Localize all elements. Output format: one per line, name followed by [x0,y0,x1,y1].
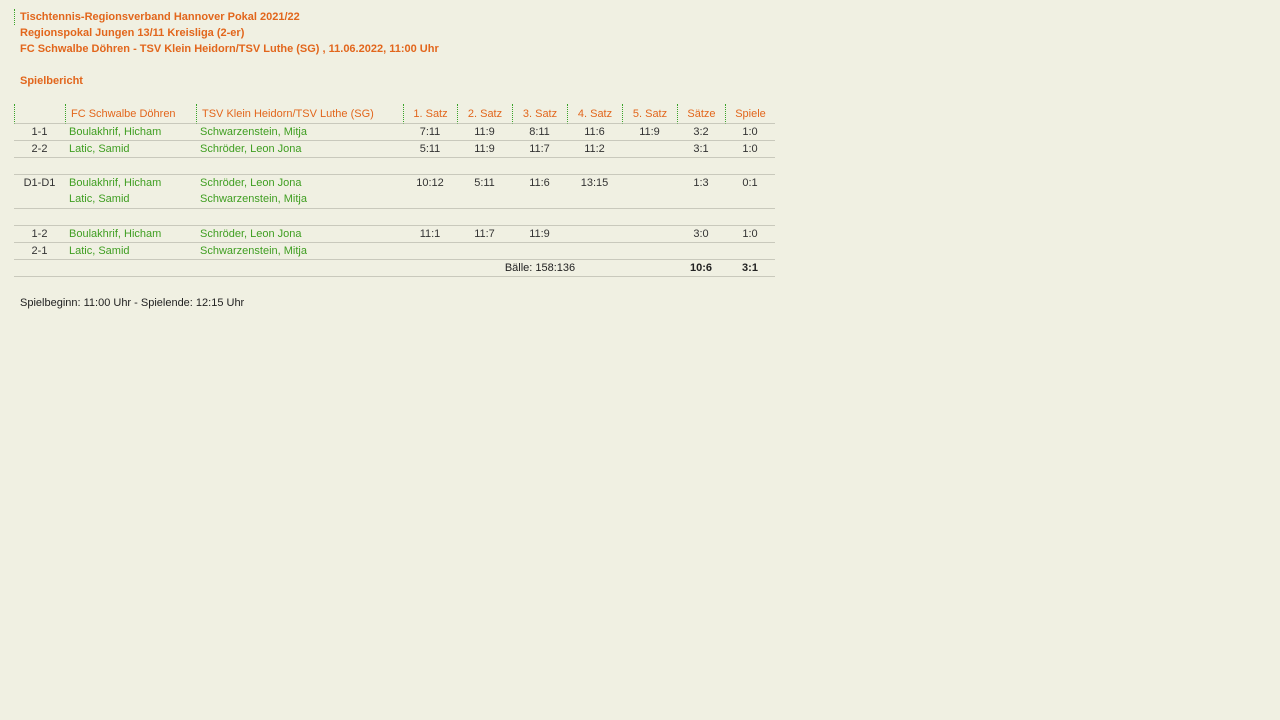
col-header-set1: 1. Satz [403,104,457,124]
set4-score [567,226,622,243]
away-player: Schröder, Leon Jona [196,226,403,243]
col-header-set4: 4. Satz [567,104,622,124]
set2-score: 11:7 [457,226,512,243]
match-number: 1-2 [14,226,65,243]
totals-row: Bälle: 158:136 10:6 3:1 [14,260,775,277]
games-total: 3:1 [725,260,775,277]
spacer-row [14,158,775,175]
match-row-2-1: 2-1 Latic, Samid Schwarzenstein, Mitja [14,243,775,260]
games-result [725,243,775,260]
home-doubles-pair: Boulakhrif, Hicham Latic, Samid [65,175,196,209]
match-number: 2-1 [14,243,65,260]
set1-score: 11:1 [403,226,457,243]
set3-score: 8:11 [512,124,567,141]
set3-score: 11:9 [512,226,567,243]
set1-score: 5:11 [403,141,457,158]
set1-score [403,243,457,260]
sets-result: 3:1 [677,141,725,158]
spacer-cell [14,158,775,175]
spacer-row [14,209,775,226]
col-header-sets: Sätze [677,104,725,124]
set3-score [512,243,567,260]
set4-score: 11:2 [567,141,622,158]
col-header-away-team: TSV Klein Heidorn/TSV Luthe (SG) [196,104,403,124]
competition-title: Tischtennis-Regionsverband Hannover Poka… [14,9,1280,25]
home-player-2: Latic, Samid [69,193,130,205]
games-result: 1:0 [725,124,775,141]
match-report-table: FC Schwalbe Döhren TSV Klein Heidorn/TSV… [14,104,775,277]
match-number: 2-2 [14,141,65,158]
set5-score [622,175,677,209]
home-player: Boulakhrif, Hicham [65,226,196,243]
match-number: 1-1 [14,124,65,141]
set3-score: 11:7 [512,141,567,158]
set4-score [567,243,622,260]
away-player: Schröder, Leon Jona [200,177,302,189]
away-player: Schwarzenstein, Mitja [196,124,403,141]
set4-score: 13:15 [567,175,622,209]
games-result: 1:0 [725,226,775,243]
home-player: Latic, Samid [65,243,196,260]
col-header-games: Spiele [725,104,775,124]
games-result: 1:0 [725,141,775,158]
col-header-set2: 2. Satz [457,104,512,124]
set1-score: 7:11 [403,124,457,141]
away-player: Schröder, Leon Jona [196,141,403,158]
set5-score: 11:9 [622,124,677,141]
games-result: 0:1 [725,175,775,209]
sets-result [677,243,725,260]
home-player: Boulakhrif, Hicham [69,177,162,189]
col-header-set5: 5. Satz [622,104,677,124]
page-header: Tischtennis-Regionsverband Hannover Poka… [14,9,1280,57]
sets-result: 3:2 [677,124,725,141]
col-header-match-number [14,104,65,124]
table-header-row: FC Schwalbe Döhren TSV Klein Heidorn/TSV… [14,104,775,124]
set2-score: 11:9 [457,141,512,158]
totals-empty-cell [14,260,403,277]
away-doubles-pair: Schröder, Leon Jona Schwarzenstein, Mitj… [196,175,403,209]
match-number: D1-D1 [14,175,65,209]
away-player-2: Schwarzenstein, Mitja [200,193,307,205]
sets-total: 10:6 [677,260,725,277]
spacer-cell [14,209,775,226]
set2-score [457,243,512,260]
league-subtitle: Regionspokal Jungen 13/11 Kreisliga (2-e… [20,27,245,39]
sets-result: 3:0 [677,226,725,243]
sets-result: 1:3 [677,175,725,209]
set1-score: 10:12 [403,175,457,209]
set2-score: 11:9 [457,124,512,141]
col-header-home-team: FC Schwalbe Döhren [65,104,196,124]
away-player: Schwarzenstein, Mitja [196,243,403,260]
match-subtitle: FC Schwalbe Döhren - TSV Klein Heidorn/T… [20,43,439,55]
match-row-2-2: 2-2 Latic, Samid Schröder, Leon Jona 5:1… [14,141,775,158]
home-player: Boulakhrif, Hicham [65,124,196,141]
match-row-1-2: 1-2 Boulakhrif, Hicham Schröder, Leon Jo… [14,226,775,243]
page: Tischtennis-Regionsverband Hannover Poka… [0,0,1280,311]
match-times: Spielbeginn: 11:00 Uhr - Spielende: 12:1… [20,297,245,309]
set4-score: 11:6 [567,124,622,141]
set5-score [622,243,677,260]
set5-score [622,141,677,158]
match-row-1-1: 1-1 Boulakhrif, Hicham Schwarzenstein, M… [14,124,775,141]
balls-total: Bälle: 158:136 [403,260,677,277]
set5-score [622,226,677,243]
section-title: Spielbericht [20,75,83,87]
set2-score: 5:11 [457,175,512,209]
home-player: Latic, Samid [65,141,196,158]
doubles-row-d1-d1: D1-D1 Boulakhrif, Hicham Latic, Samid Sc… [14,175,775,209]
set3-score: 11:6 [512,175,567,209]
col-header-set3: 3. Satz [512,104,567,124]
